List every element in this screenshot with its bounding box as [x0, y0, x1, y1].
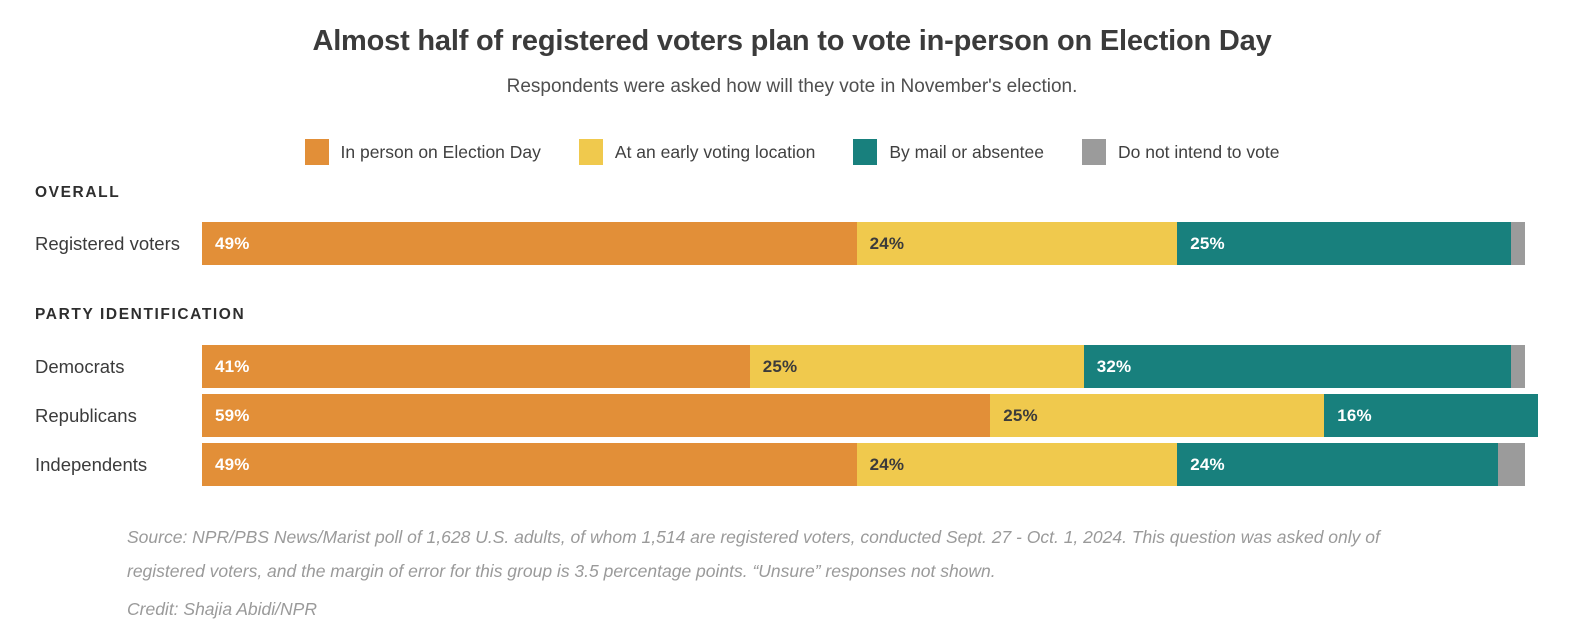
bar-segment-at-an-early-voting-location: 25%: [749, 345, 1084, 388]
bar-track: 49% 24% 25%: [202, 222, 1538, 265]
segment-value-label: 24%: [1190, 454, 1225, 474]
credit-text: Credit: Shajia Abidi/NPR: [127, 599, 317, 619]
legend-item-by-mail-or-absentee: By mail or absentee: [853, 139, 1044, 165]
bar-row-democrats: Democrats 41% 25% 32%: [0, 345, 1584, 388]
legend-item-at-an-early-voting-location: At an early voting location: [578, 139, 816, 165]
chart-footer: Source: NPR/PBS News/Marist poll of 1,62…: [127, 520, 1457, 620]
segment-value-label: 25%: [1190, 233, 1225, 253]
segment-value-label: 25%: [1003, 405, 1038, 425]
bar-segment-in-person-on-election-day: 41%: [202, 345, 750, 388]
source-text: Source: NPR/PBS News/Marist poll of 1,62…: [127, 527, 1380, 581]
row-label: Registered voters: [35, 232, 180, 254]
section-heading-overall: OVERALL: [35, 184, 121, 201]
legend-swatch-do-not-intend-to-vote: [1081, 139, 1106, 165]
legend-swatch-by-mail-or-absentee: [853, 139, 878, 165]
segment-value-label: 49%: [215, 233, 250, 253]
bar-segment-at-an-early-voting-location: 25%: [990, 394, 1325, 437]
bar-segment-by-mail-or-absentee: 24%: [1177, 443, 1498, 486]
chart-subtitle: Respondents were asked how will they vot…: [506, 76, 1078, 97]
segment-value-label: 49%: [215, 454, 250, 474]
legend-label: By mail or absentee: [889, 141, 1044, 162]
bar-track: 49% 24% 24%: [202, 443, 1538, 486]
legend-swatch-at-an-early-voting-location: [578, 139, 603, 165]
bar-row-independents: Independents 49% 24% 24%: [0, 443, 1584, 486]
legend-label: At an early voting location: [614, 141, 816, 162]
bar-row-registered-voters: Registered voters 49% 24% 25%: [0, 222, 1584, 265]
section-heading-party-identification: PARTY IDENTIFICATION: [35, 306, 246, 323]
row-label: Independents: [35, 453, 148, 475]
bar-track: 41% 25% 32%: [202, 345, 1538, 388]
segment-value-label: 59%: [215, 405, 250, 425]
bar-segment-at-an-early-voting-location: 24%: [856, 222, 1178, 265]
bar-segment-at-an-early-voting-location: 24%: [856, 443, 1178, 486]
legend-item-do-not-intend-to-vote: Do not intend to vote: [1081, 139, 1280, 165]
stacked-bar-chart: OVERALL Registered voters 49% 24% 25% PARTY I…: [0, 185, 1584, 486]
legend-swatch-in-person-on-election-day: [304, 139, 329, 165]
bar-segment-do-not-intend-to-vote: [1497, 443, 1525, 486]
bar-segment-do-not-intend-to-vote: [1511, 345, 1525, 388]
legend-item-in-person-on-election-day: In person on Election Day: [304, 139, 541, 165]
segment-value-label: 24%: [869, 233, 905, 253]
legend-label: Do not intend to vote: [1117, 141, 1280, 162]
bar-segment-by-mail-or-absentee: 25%: [1177, 222, 1512, 265]
segment-value-label: 32%: [1096, 356, 1132, 376]
legend-label: In person on Election Day: [340, 141, 541, 162]
bar-segment-by-mail-or-absentee: 32%: [1083, 345, 1512, 388]
legend: In person on Election Day At an early vot…: [0, 139, 1584, 165]
segment-value-label: 41%: [215, 356, 250, 376]
segment-value-label: 16%: [1337, 405, 1372, 425]
row-label: Republicans: [35, 404, 137, 426]
bar-track: 59% 25% 16%: [202, 394, 1538, 437]
bar-row-republicans: Republicans 59% 25% 16%: [0, 394, 1584, 437]
bar-segment-by-mail-or-absentee: 16%: [1324, 394, 1538, 437]
segment-value-label: 24%: [869, 454, 905, 474]
bar-segment-in-person-on-election-day: 59%: [202, 394, 991, 437]
bar-segment-in-person-on-election-day: 49%: [202, 443, 857, 486]
bar-segment-do-not-intend-to-vote: [1511, 222, 1525, 265]
row-label: Democrats: [35, 355, 125, 377]
bar-segment-in-person-on-election-day: 49%: [202, 222, 857, 265]
chart-title: Almost half of registered voters plan to…: [312, 25, 1272, 57]
segment-value-label: 25%: [762, 356, 798, 376]
